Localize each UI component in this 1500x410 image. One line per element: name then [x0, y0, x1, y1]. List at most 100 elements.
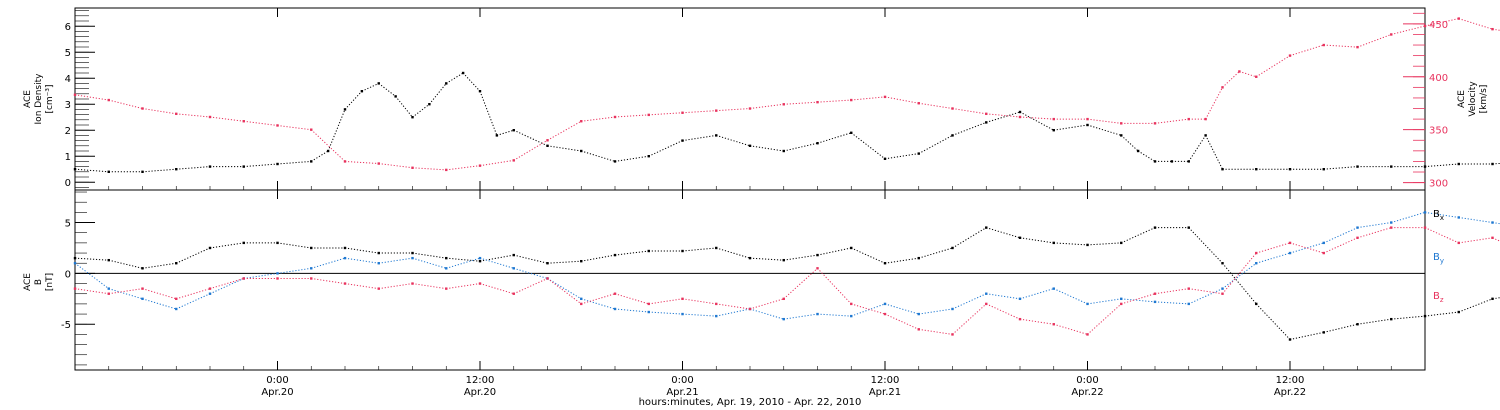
- by-series-segment: [1256, 252, 1291, 264]
- bx-series-segment: [176, 247, 211, 264]
- density-tick-label: 2: [65, 126, 71, 137]
- velocity-series-segment: [851, 96, 886, 101]
- velocity-series-segment: [749, 103, 784, 110]
- bx-series: [73, 226, 1500, 341]
- b-label-line2: B: [34, 279, 44, 285]
- bottom-panel-frame: [74, 189, 1426, 371]
- bz-series-segment: [1323, 237, 1358, 254]
- velocity-series-segment: [1323, 44, 1358, 48]
- density-tick-label: 6: [65, 22, 71, 33]
- density-series-segment: [817, 132, 852, 144]
- bx-series-point: [478, 259, 482, 263]
- bz-series-segment: [918, 328, 953, 335]
- bx-series-segment: [108, 259, 143, 269]
- by-series-segment: [986, 293, 1021, 300]
- velocity-tick-label: 350: [1429, 126, 1448, 137]
- velocity-series-segment: [986, 113, 1021, 118]
- bottom-panel-ticks: -5 0 5: [61, 191, 1425, 366]
- bz-series-segment: [783, 267, 818, 300]
- velocity-series-segment: [176, 113, 211, 118]
- b-legend: Bx By Bz: [1433, 209, 1444, 304]
- bz-series-point: [1018, 317, 1022, 321]
- bottom-panel-series: [73, 211, 1500, 341]
- bx-series-point: [1052, 241, 1055, 245]
- by-series-point: [613, 307, 617, 311]
- density-series-segment: [918, 134, 953, 155]
- by-series-segment: [446, 257, 481, 269]
- density-series-segment: [395, 96, 413, 118]
- velocity-series-segment: [142, 108, 177, 115]
- velocity-series-segment: [716, 108, 751, 112]
- density-tick-label: 4: [65, 74, 71, 85]
- by-series-segment: [1458, 216, 1493, 224]
- velocity-series-segment: [1222, 71, 1240, 88]
- bx-series-segment: [817, 247, 852, 256]
- velocity-series-point: [985, 112, 988, 116]
- bx-series-segment: [1357, 318, 1392, 325]
- velocity-series-segment: [1087, 118, 1122, 124]
- bx-series-segment: [682, 247, 717, 252]
- by-series-segment: [1121, 298, 1156, 303]
- bx-series-point: [580, 259, 583, 263]
- velocity-series-segment: [581, 116, 616, 122]
- velocity-series-segment: [1154, 118, 1189, 124]
- density-series-segment: [412, 103, 430, 118]
- density-series-segment: [1087, 124, 1122, 136]
- bx-series-segment: [1121, 227, 1156, 244]
- density-series-segment: [749, 145, 784, 152]
- velocity-axis-label: ACE Velocity [km/s]: [1457, 81, 1489, 117]
- x-tick-time: 0:00: [1076, 375, 1098, 386]
- velocity-series: [73, 17, 1500, 172]
- x-tick-date: Apr.20: [261, 387, 293, 398]
- by-series-segment: [1323, 227, 1358, 244]
- x-tick-date: Apr.22: [1071, 387, 1103, 398]
- velocity-tick-label: 450: [1429, 20, 1448, 31]
- velocity-series-segment: [446, 165, 481, 171]
- bz-series-segment: [108, 288, 143, 295]
- by-series-segment: [344, 257, 379, 264]
- density-series-segment: [445, 72, 464, 84]
- bz-series-segment: [716, 303, 751, 310]
- velocity-series-segment: [952, 108, 987, 115]
- by-series-segment: [277, 267, 312, 274]
- bx-series-segment: [851, 247, 886, 264]
- bz-series-segment: [1424, 227, 1459, 244]
- bz-series-segment: [344, 283, 379, 290]
- density-series-segment: [1053, 124, 1088, 131]
- by-series-segment: [1188, 288, 1223, 305]
- bz-series-segment: [547, 278, 582, 305]
- density-series-segment: [648, 140, 683, 157]
- density-series-segment: [1492, 162, 1500, 165]
- bz-series-segment: [378, 283, 413, 290]
- bz-series-segment: [412, 283, 447, 290]
- by-series-segment: [749, 308, 784, 320]
- velocity-series-segment: [614, 114, 649, 118]
- bz-series-segment: [952, 303, 987, 335]
- by-series-segment: [783, 313, 818, 320]
- bx-series-segment: [1222, 262, 1257, 305]
- density-series-segment: [581, 150, 616, 162]
- density-series-point: [394, 95, 397, 98]
- velocity-series-point: [647, 113, 650, 117]
- by-series-segment: [378, 257, 413, 264]
- bz-series-segment: [1053, 323, 1088, 335]
- velocity-series-point: [175, 112, 178, 116]
- by-series-segment: [1222, 262, 1257, 290]
- velocity-series-segment: [1239, 71, 1257, 78]
- bx-series-segment: [344, 247, 379, 254]
- bx-series-segment: [749, 257, 784, 261]
- velocity-series-segment: [1019, 116, 1054, 120]
- density-series-segment: [243, 163, 278, 168]
- velocity-tick-label: 400: [1429, 73, 1448, 84]
- density-series-segment: [614, 155, 649, 162]
- density-series-segment: [428, 83, 447, 105]
- bx-series-segment: [209, 242, 244, 249]
- velocity-series-segment: [783, 101, 818, 105]
- by-series-segment: [581, 298, 616, 310]
- by-series-point: [107, 287, 110, 290]
- b-axis-label: ACE B [nT]: [23, 273, 55, 291]
- velocity-label-line1: ACE: [1457, 90, 1467, 108]
- bx-series-segment: [1188, 227, 1223, 264]
- by-series-point: [1052, 287, 1055, 290]
